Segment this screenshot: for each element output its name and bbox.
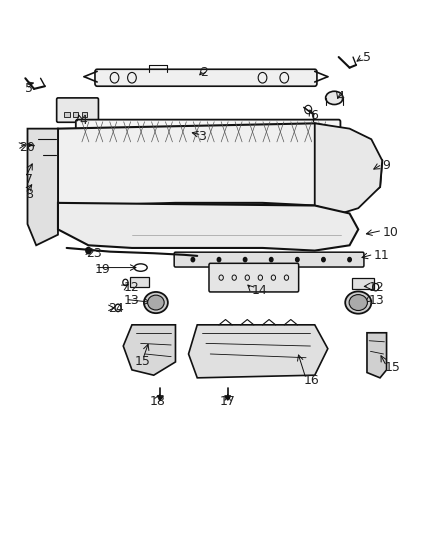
Text: 24: 24 bbox=[108, 302, 124, 316]
FancyBboxPatch shape bbox=[174, 252, 364, 267]
Text: 11: 11 bbox=[374, 249, 389, 262]
Text: 2: 2 bbox=[200, 67, 208, 79]
Circle shape bbox=[322, 257, 325, 262]
Ellipse shape bbox=[349, 295, 367, 311]
Text: 16: 16 bbox=[304, 374, 320, 387]
Bar bbox=[82, 112, 87, 117]
Circle shape bbox=[269, 257, 273, 262]
Circle shape bbox=[296, 257, 299, 262]
Text: 9: 9 bbox=[382, 159, 390, 172]
Circle shape bbox=[86, 247, 91, 254]
Circle shape bbox=[244, 257, 247, 262]
Text: 8: 8 bbox=[25, 189, 33, 201]
FancyBboxPatch shape bbox=[76, 119, 340, 144]
Text: 17: 17 bbox=[220, 395, 236, 408]
Text: 5: 5 bbox=[25, 83, 33, 95]
Polygon shape bbox=[225, 396, 231, 400]
Text: 13: 13 bbox=[123, 294, 139, 308]
Ellipse shape bbox=[144, 292, 168, 313]
FancyBboxPatch shape bbox=[95, 69, 317, 86]
Text: 12: 12 bbox=[369, 281, 385, 294]
Text: 23: 23 bbox=[86, 247, 102, 260]
Bar bbox=[162, 206, 258, 237]
Text: 3: 3 bbox=[198, 130, 205, 143]
Bar bbox=[73, 112, 78, 117]
Text: 10: 10 bbox=[382, 225, 398, 239]
Ellipse shape bbox=[345, 292, 371, 314]
Text: 18: 18 bbox=[150, 395, 166, 408]
Text: 14: 14 bbox=[252, 284, 267, 297]
FancyBboxPatch shape bbox=[126, 224, 347, 245]
Text: 19: 19 bbox=[95, 263, 111, 276]
Circle shape bbox=[191, 257, 194, 262]
Text: 15: 15 bbox=[135, 356, 151, 368]
Text: 6: 6 bbox=[311, 109, 318, 122]
Text: 7: 7 bbox=[25, 173, 33, 185]
Polygon shape bbox=[315, 123, 382, 214]
Text: 12: 12 bbox=[123, 281, 139, 294]
Text: 5: 5 bbox=[363, 51, 371, 63]
Polygon shape bbox=[157, 396, 163, 400]
Polygon shape bbox=[28, 143, 32, 147]
Text: 4: 4 bbox=[80, 114, 88, 127]
Ellipse shape bbox=[148, 295, 164, 310]
Ellipse shape bbox=[325, 91, 343, 104]
FancyBboxPatch shape bbox=[57, 98, 99, 122]
Polygon shape bbox=[123, 325, 176, 375]
Text: 4: 4 bbox=[336, 90, 344, 103]
Text: 15: 15 bbox=[385, 361, 400, 374]
Ellipse shape bbox=[134, 264, 147, 271]
FancyBboxPatch shape bbox=[209, 263, 299, 292]
Polygon shape bbox=[58, 203, 358, 251]
Text: 20: 20 bbox=[19, 141, 35, 154]
Polygon shape bbox=[367, 333, 387, 378]
Bar bbox=[130, 277, 149, 287]
Polygon shape bbox=[58, 123, 382, 206]
Bar bbox=[352, 278, 374, 289]
Circle shape bbox=[217, 257, 221, 262]
Polygon shape bbox=[188, 325, 328, 378]
Bar bbox=[64, 112, 70, 117]
Text: 13: 13 bbox=[369, 294, 385, 308]
Polygon shape bbox=[28, 128, 58, 245]
Circle shape bbox=[348, 257, 351, 262]
